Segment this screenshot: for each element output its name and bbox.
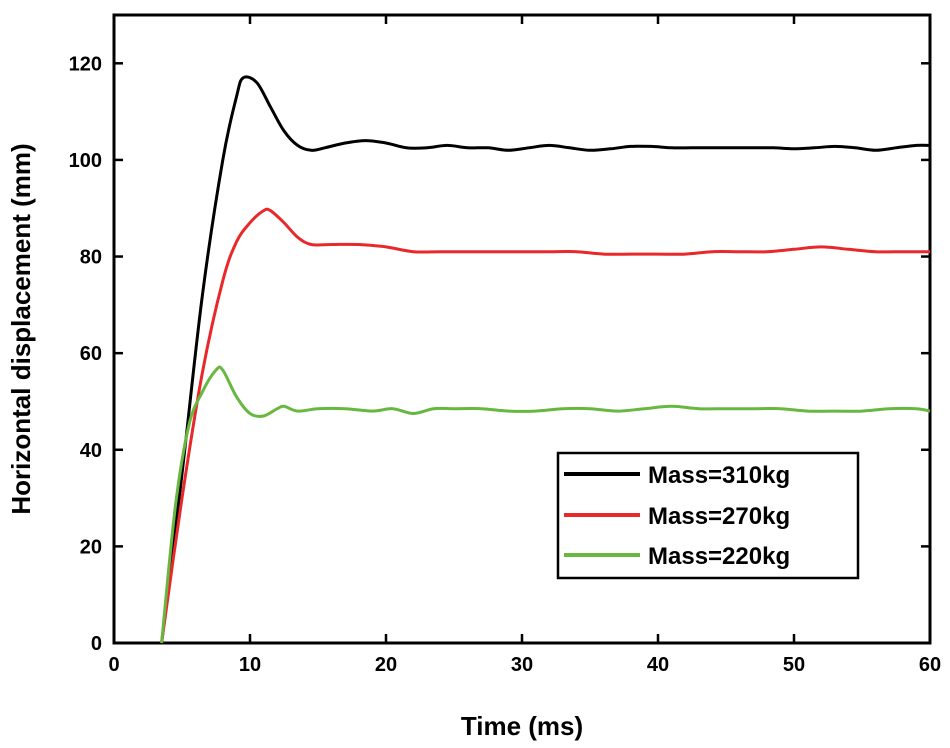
x-tick-label-40: 40	[647, 654, 669, 676]
y-tick-label-20: 20	[80, 536, 102, 558]
y-tick-label-100: 100	[69, 150, 102, 172]
x-axis-ticks: 0 10 20 30 40 50 60	[108, 15, 941, 676]
x-tick-label-0: 0	[108, 654, 119, 676]
y-tick-label-40: 40	[80, 440, 102, 462]
legend-label-mass-310kg: Mass=310kg	[648, 462, 790, 489]
y-tick-label-0: 0	[91, 633, 102, 655]
series-line-mass-310kg	[160, 75, 931, 644]
y-axis-title: Horizontal displacement (mm)	[6, 143, 36, 514]
y-tick-label-60: 60	[80, 343, 102, 365]
legend-label-mass-220kg: Mass=220kg	[648, 543, 790, 570]
y-tick-label-80: 80	[80, 247, 102, 269]
x-axis-title: Time (ms)	[461, 711, 583, 741]
series-line-mass-270kg	[160, 207, 930, 644]
x-tick-label-10: 10	[239, 654, 261, 676]
x-tick-label-50: 50	[783, 654, 805, 676]
x-tick-label-20: 20	[375, 654, 397, 676]
series-line-mass-220kg	[160, 365, 931, 644]
x-tick-label-30: 30	[511, 654, 533, 676]
series-lines	[160, 75, 931, 644]
y-tick-label-120: 120	[69, 53, 102, 75]
legend: Mass=310kg Mass=270kg Mass=220kg	[556, 451, 860, 580]
y-axis-ticks: 0 20 40 60 80 100 120	[69, 53, 930, 655]
x-tick-label-60: 60	[919, 654, 941, 676]
legend-label-mass-270kg: Mass=270kg	[648, 503, 790, 530]
